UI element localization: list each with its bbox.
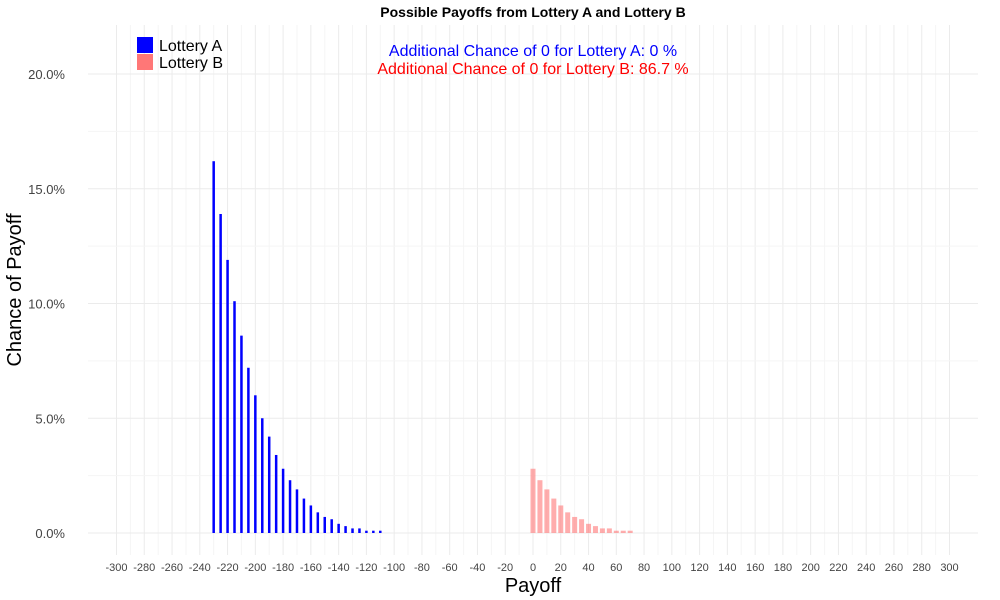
x-tick-label: 220 [829,562,847,574]
bars [212,161,633,533]
x-tick-label: 20 [555,562,567,574]
grid-lines [88,25,978,555]
bar-lottery-b [551,498,557,533]
x-tick-label: -100 [383,562,405,574]
x-tick-label: 180 [774,562,792,574]
bar-lottery-a [247,367,250,533]
x-tick-label: 160 [746,562,764,574]
bar-lottery-a [240,335,243,533]
x-tick-label: 200 [801,562,819,574]
bar-lottery-a [288,480,292,533]
bar-lottery-a [254,395,257,533]
x-tick-label: -80 [414,562,430,574]
bar-lottery-b [592,526,598,533]
x-tick-label: -260 [161,562,183,574]
bar-lottery-b [627,530,633,533]
bar-lottery-a [316,512,320,533]
x-tick-label: -40 [470,562,486,574]
x-tick-label: -160 [300,562,322,574]
x-tick-label: 120 [690,562,708,574]
x-tick-label: -60 [442,562,458,574]
y-tick-label: 5.0% [35,411,65,426]
bar-lottery-a [212,161,215,533]
x-tick-label: 280 [913,562,931,574]
bar-lottery-b [558,505,564,533]
bar-lottery-b [530,468,536,533]
bar-lottery-a [281,468,285,533]
y-axis-title: Chance of Payoff [4,213,26,367]
x-axis-ticks: -300 -280 -260 -240 -220 -200 -180 -160 -140 -120… [105,562,958,574]
bar-lottery-a [351,528,354,533]
x-tick-label: 80 [638,562,650,574]
legend-swatch-lottery-a [137,37,153,53]
bar-lottery-a [295,489,299,533]
bar-lottery-a [344,526,347,533]
y-tick-label: 0.0% [35,526,65,541]
legend-label-lottery-b: Lottery B [159,55,223,72]
bar-lottery-a [358,528,361,533]
bar-lottery-b [579,519,585,533]
y-tick-label: 10.0% [28,297,65,312]
legend-label-lottery-a: Lottery A [159,38,222,55]
bar-lottery-a [323,516,326,533]
x-tick-label: -240 [189,562,211,574]
chart-title: Possible Payoffs from Lottery A and Lott… [380,4,685,20]
annotation-lottery-a: Additional Chance of 0 for Lottery A: 0 … [389,43,677,60]
y-axis-ticks: 0.0% 5.0% 10.0% 15.0% 20.0% [28,67,65,541]
bar-lottery-a [267,436,271,533]
bar-lottery-a [219,213,222,533]
x-tick-label: -140 [328,562,350,574]
bar-lottery-a [233,301,236,533]
bar-lottery-b [599,528,605,533]
bar-lottery-a [309,505,313,533]
x-tick-label: 40 [582,562,594,574]
x-tick-label: 260 [885,562,903,574]
annotation-lottery-b: Additional Chance of 0 for Lottery B: 86… [377,61,688,78]
bar-lottery-a [365,530,368,533]
x-tick-label: -220 [217,562,239,574]
x-tick-label: -120 [355,562,377,574]
x-tick-label: -200 [244,562,266,574]
bar-lottery-a [302,498,306,533]
bar-lottery-b [620,530,626,533]
bar-lottery-a [372,530,375,533]
x-tick-label: 140 [718,562,736,574]
bar-lottery-b [606,528,612,533]
x-tick-label: 60 [610,562,622,574]
x-axis-title: Payoff [505,575,562,597]
x-tick-label: -180 [272,562,294,574]
x-tick-label: -300 [105,562,127,574]
bar-lottery-a [379,530,382,533]
bar-lottery-a [261,418,264,533]
bar-lottery-b [613,530,619,533]
x-tick-label: 240 [857,562,875,574]
y-tick-label: 15.0% [28,182,65,197]
bar-lottery-a [337,523,340,533]
bar-lottery-a [226,259,229,533]
y-tick-label: 20.0% [28,67,65,82]
bar-lottery-b [572,516,578,533]
bar-lottery-b [537,480,543,533]
x-tick-label: 0 [530,562,536,574]
x-tick-label: 100 [663,562,681,574]
legend: Lottery A Lottery B [137,37,223,72]
legend-swatch-lottery-b [137,54,153,70]
bar-lottery-b [586,523,592,533]
x-tick-label: -280 [133,562,155,574]
bar-lottery-b [544,489,550,533]
bar-lottery-a [330,519,333,533]
x-tick-label: -20 [497,562,513,574]
bar-lottery-b [565,512,571,533]
bar-lottery-a [274,454,278,533]
x-tick-label: 300 [940,562,958,574]
